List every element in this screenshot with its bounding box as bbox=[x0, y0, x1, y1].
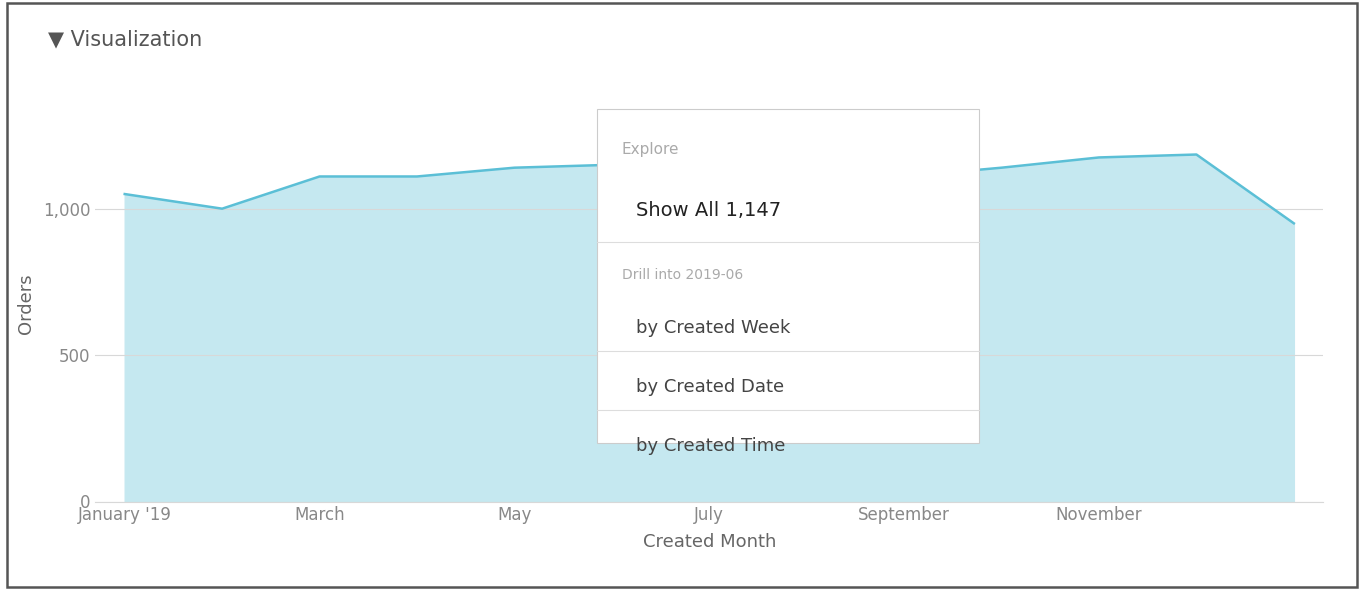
Text: by Created Date: by Created Date bbox=[636, 378, 784, 396]
Text: Drill into 2019-06: Drill into 2019-06 bbox=[622, 268, 743, 283]
Text: Show All 1,147: Show All 1,147 bbox=[636, 201, 780, 219]
Text: by Created Week: by Created Week bbox=[636, 319, 790, 337]
Text: Explore: Explore bbox=[622, 142, 679, 156]
Text: by Created Time: by Created Time bbox=[636, 437, 786, 455]
Y-axis label: Orders: Orders bbox=[16, 274, 35, 334]
Text: ▼ Visualization: ▼ Visualization bbox=[48, 30, 202, 50]
X-axis label: Created Month: Created Month bbox=[642, 533, 776, 550]
